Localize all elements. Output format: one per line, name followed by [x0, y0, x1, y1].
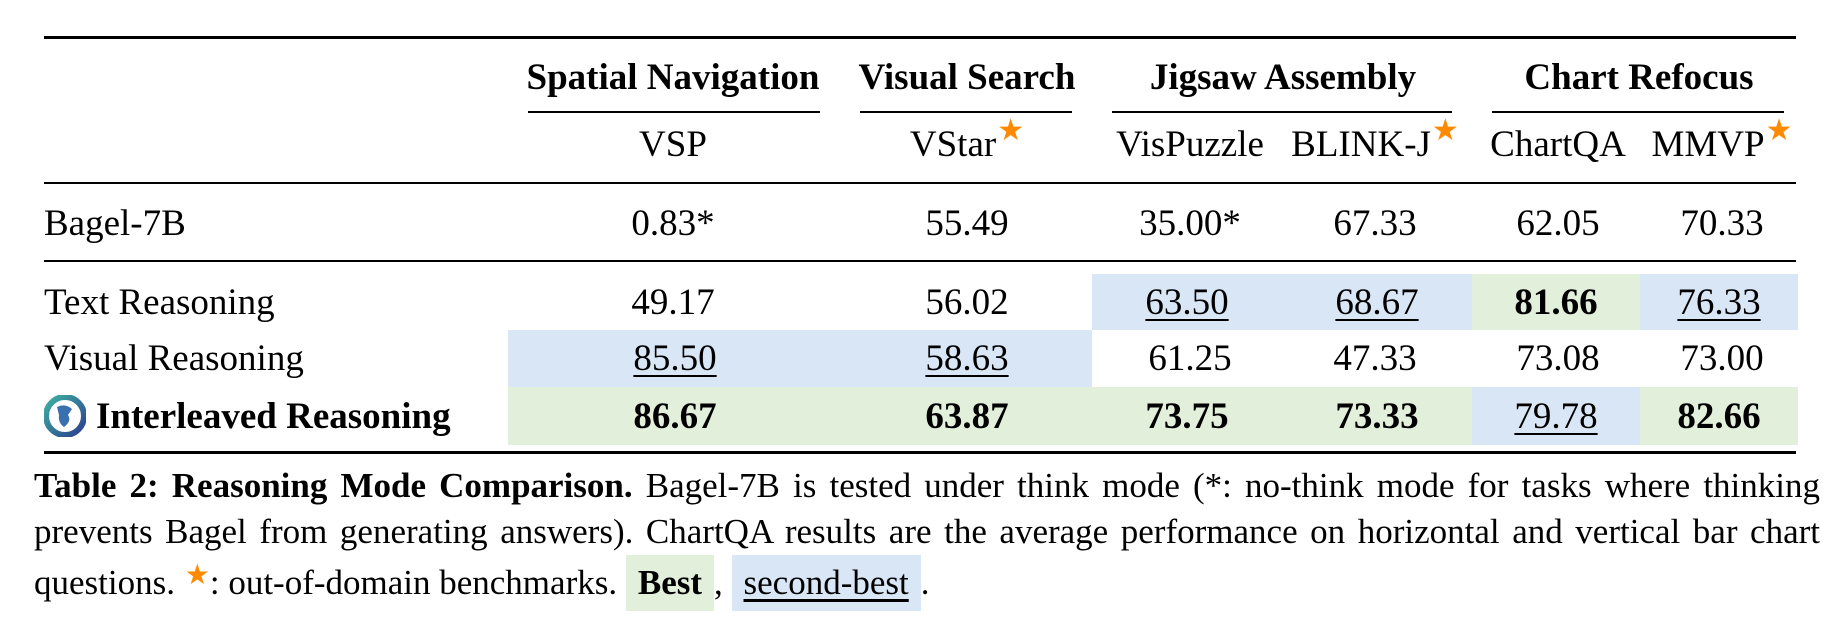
group-header-visual-search: Visual Search [858, 57, 1076, 98]
caption-comma: , [714, 563, 723, 602]
caption-text: Bagel-7B is tested under think mode (*: … [34, 466, 1820, 602]
star-icon: ★ [184, 560, 210, 591]
row-method-bagel-7b: Bagel-7B [44, 202, 186, 244]
table-cell: 55.49 [925, 202, 1009, 244]
table-cell-best: 73.75 [1092, 387, 1282, 445]
table-cell: 73.00 [1680, 338, 1764, 379]
group-header-chart-refocus: Chart Refocus [1524, 57, 1754, 98]
table-cell-second-best: 85.50 [508, 330, 842, 387]
table-cell: 70.33 [1680, 202, 1764, 244]
caption-label: Table 2: Reasoning Mode Comparison. [34, 466, 633, 505]
circular-logo-icon [43, 394, 87, 438]
star-icon: ★ [1431, 113, 1459, 147]
caption-period: . [920, 563, 930, 602]
table-cell: 61.25 [1148, 338, 1232, 379]
group-underline [1492, 111, 1784, 113]
table-cell-best: 63.87 [842, 387, 1092, 445]
caption-star-text: : out-of-domain benchmarks. [209, 563, 618, 602]
table-cell-second-best: 63.50 [1092, 274, 1282, 330]
group-underline [528, 111, 820, 113]
group-underline [860, 111, 1072, 113]
header-rule [44, 182, 1796, 184]
column-header-vsp: VSP [639, 123, 707, 165]
table-cell: 35.00* [1139, 202, 1241, 244]
table-caption: Table 2: Reasoning Mode Comparison. Bage… [34, 463, 1820, 611]
table-cell-best: 81.66 [1472, 274, 1640, 330]
baseline-rule [44, 260, 1796, 262]
column-header-blink-j: BLINK-J ★ [1291, 113, 1459, 165]
top-rule [44, 36, 1796, 39]
column-header-vispuzzle: VisPuzzle [1116, 123, 1264, 165]
group-header-spatial-navigation: Spatial Navigation [526, 57, 820, 98]
table-cell: 67.33 [1333, 202, 1417, 244]
group-underline [1112, 111, 1452, 113]
best-legend-chip: Best [625, 555, 715, 611]
table-cell-second-best: 68.67 [1282, 274, 1472, 330]
bottom-rule [44, 451, 1796, 454]
row-method-interleaved-reasoning: Interleaved Reasoning [43, 387, 514, 445]
star-icon: ★ [1765, 113, 1793, 147]
column-header-mmvp: MMVP ★ [1651, 113, 1793, 165]
column-header-chartqa: ChartQA [1490, 123, 1626, 165]
table-cell-second-best: 79.78 [1472, 387, 1640, 445]
table-cell: 47.33 [1333, 338, 1417, 379]
table-cell: 73.08 [1516, 338, 1600, 379]
table-cell-second-best: 76.33 [1640, 274, 1798, 330]
table-cell-best: 73.33 [1282, 387, 1472, 445]
table-cell-best: 82.66 [1640, 387, 1798, 445]
table-cell-second-best: 58.63 [842, 330, 1092, 387]
table-cell-best: 86.67 [508, 387, 842, 445]
star-icon: ★ [997, 113, 1025, 147]
table-cell: 62.05 [1516, 202, 1600, 244]
column-header-vstar: VStar ★ [909, 113, 1025, 165]
row-method-visual-reasoning: Visual Reasoning [44, 338, 304, 379]
second-best-legend-chip: second-best [731, 555, 921, 611]
table-cell: 49.17 [631, 281, 715, 323]
row-method-text-reasoning: Text Reasoning [44, 281, 275, 323]
table-cell: 0.83* [631, 202, 715, 244]
group-header-jigsaw-assembly: Jigsaw Assembly [1149, 57, 1417, 98]
table-cell: 56.02 [925, 281, 1009, 323]
